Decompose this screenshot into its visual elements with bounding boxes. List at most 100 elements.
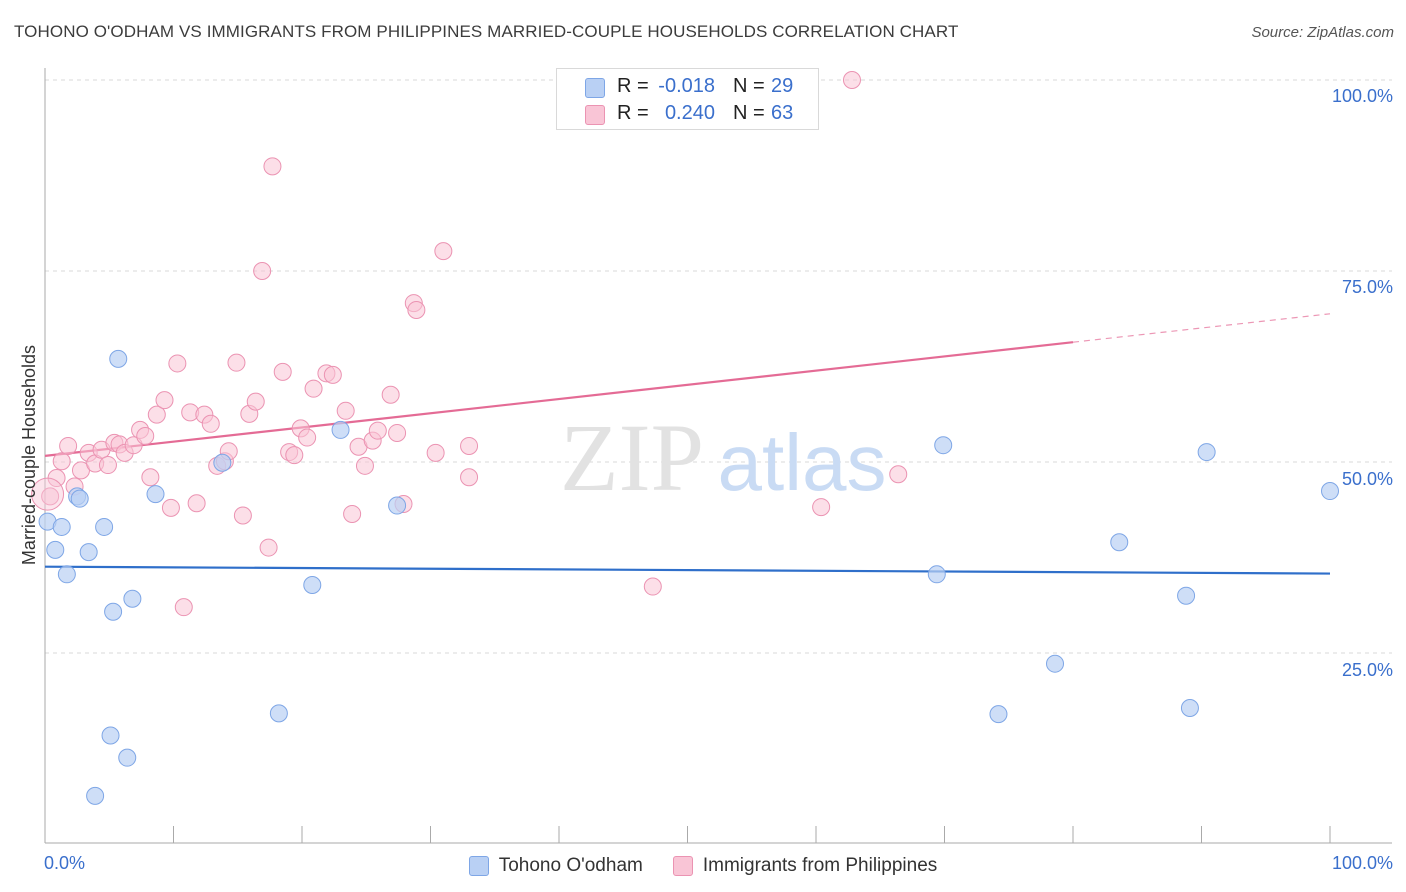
point-philippines <box>187 494 206 513</box>
point-philippines <box>147 405 166 424</box>
point-philippines <box>233 506 252 525</box>
point-tohono <box>146 485 165 504</box>
point-tohono <box>269 704 288 723</box>
point-philippines <box>426 443 445 462</box>
tick-labels: 25.0% 50.0% 75.0% 100.0% 0.0% 100.0% <box>44 86 1393 873</box>
y-tick-label: 50.0% <box>1342 469 1393 489</box>
x-tick-label: 0.0% <box>44 853 85 873</box>
y-tick-label: 25.0% <box>1342 660 1393 680</box>
trendline-philippines-extension <box>1072 313 1331 343</box>
watermark-atlas: atlas <box>718 418 887 507</box>
point-tohono <box>989 705 1008 724</box>
point-philippines <box>842 71 861 89</box>
y-axis-label: Married-couple Households <box>19 345 39 565</box>
point-philippines <box>174 598 193 617</box>
point-tohono <box>79 543 98 562</box>
point-tohono <box>1110 533 1129 552</box>
point-tohono <box>303 576 322 595</box>
point-tohono <box>934 436 953 455</box>
series-tohono-points <box>38 349 1339 805</box>
trend-lines <box>44 313 1331 575</box>
point-philippines <box>889 465 908 484</box>
stats-legend: R = -0.018 N = 29 R = 0.240 N = 63 <box>556 68 819 130</box>
chart-title: TOHONO O'ODHAM VS IMMIGRANTS FROM PHILIP… <box>14 22 959 41</box>
point-philippines <box>407 300 426 319</box>
point-philippines <box>168 354 187 373</box>
y-tick-label: 100.0% <box>1332 86 1393 106</box>
series-philippines-points <box>31 71 908 617</box>
trendline-philippines <box>44 341 1074 457</box>
point-philippines <box>336 401 355 420</box>
point-tohono <box>213 453 232 472</box>
point-tohono <box>1177 586 1196 605</box>
point-philippines <box>434 242 453 261</box>
point-tohono <box>331 420 350 439</box>
point-philippines <box>136 427 155 446</box>
point-philippines <box>304 379 323 398</box>
point-philippines <box>460 436 479 455</box>
watermark-zip: ZIP <box>560 404 704 511</box>
point-philippines <box>259 538 278 557</box>
legend-item-philippines[interactable]: Immigrants from Philippines <box>672 855 937 877</box>
point-philippines <box>31 477 65 511</box>
point-philippines <box>98 456 117 475</box>
point-philippines <box>285 446 304 465</box>
point-philippines <box>298 428 317 447</box>
stats-row-philippines: R = 0.240 N = 63 <box>557 102 818 128</box>
point-tohono <box>388 496 407 515</box>
point-tohono <box>1197 443 1216 462</box>
legend-item-tohono[interactable]: Tohono O'odham <box>468 855 643 877</box>
stats-row-tohono: R = -0.018 N = 29 <box>557 75 818 101</box>
stats-n-value: 29 <box>771 75 794 97</box>
legend-swatch-tohono <box>468 856 489 876</box>
point-tohono <box>101 726 120 745</box>
point-tohono <box>118 748 137 767</box>
point-philippines <box>388 423 407 442</box>
source-credit: Source: ZipAtlas.com <box>1251 24 1394 41</box>
point-philippines <box>381 385 400 404</box>
point-tohono <box>86 786 105 805</box>
point-philippines <box>460 468 479 487</box>
legend-swatch-philippines <box>672 856 693 876</box>
point-tohono <box>109 349 128 368</box>
point-philippines <box>812 498 831 517</box>
point-philippines <box>52 452 71 471</box>
stats-n-label: N = <box>733 75 765 97</box>
watermark: ZIP atlas <box>560 404 886 511</box>
point-tohono <box>52 517 71 536</box>
point-philippines <box>323 365 342 384</box>
point-tohono <box>123 589 142 608</box>
stats-swatch-philippines <box>585 105 605 125</box>
stats-n-value: 63 <box>771 102 794 124</box>
point-philippines <box>343 504 362 523</box>
point-philippines <box>155 391 174 410</box>
point-philippines <box>141 468 160 487</box>
trendline-tohono <box>44 565 1331 575</box>
y-tick-label: 75.0% <box>1342 277 1393 297</box>
point-philippines <box>253 262 272 280</box>
point-tohono <box>70 489 89 508</box>
stats-r-value: 0.240 <box>664 102 715 124</box>
stats-r-label: R = <box>617 102 649 124</box>
point-tohono <box>927 565 946 584</box>
bottom-legend: Tohono O'odham Immigrants from Philippin… <box>0 852 1406 880</box>
legend-label-tohono: Tohono O'odham <box>498 855 643 876</box>
x-tick-label: 100.0% <box>1332 853 1393 873</box>
point-philippines <box>355 456 374 475</box>
point-philippines <box>643 577 662 596</box>
point-tohono <box>1180 699 1199 718</box>
point-tohono <box>1046 654 1065 673</box>
point-tohono <box>57 565 76 584</box>
stats-n-label: N = <box>733 102 765 124</box>
point-tohono <box>1321 482 1339 501</box>
stats-r-label: R = <box>617 75 649 97</box>
point-tohono <box>104 602 123 621</box>
stats-swatch-tohono <box>585 78 605 98</box>
point-tohono <box>95 517 114 536</box>
point-philippines <box>263 157 282 176</box>
stats-r-value: -0.018 <box>658 75 715 97</box>
point-philippines <box>201 414 220 433</box>
point-philippines <box>41 487 60 506</box>
point-philippines <box>273 362 292 381</box>
